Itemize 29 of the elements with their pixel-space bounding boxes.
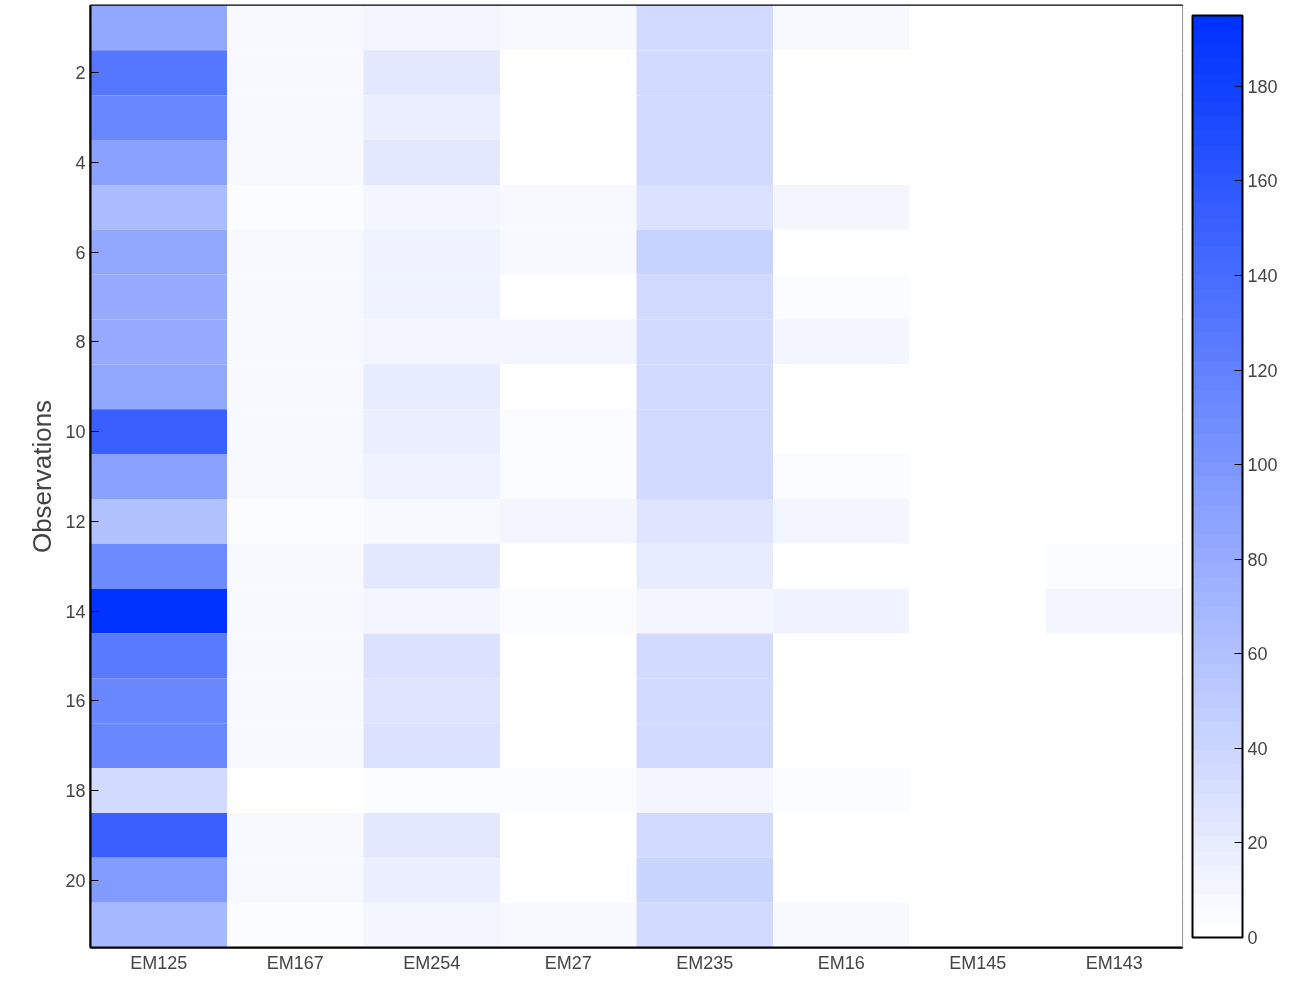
color-bar-label: 60	[1247, 644, 1268, 665]
x-tick-label: EM235	[676, 952, 734, 973]
y-tick-label: 16	[65, 691, 86, 712]
y-tick-label: 18	[65, 781, 86, 801]
y-tick-label: 4	[75, 153, 86, 173]
color-bar-label: 140	[1247, 266, 1278, 287]
y-tick-label: 12	[65, 511, 86, 532]
color-bar-label: 20	[1247, 833, 1268, 854]
x-tick-label: EM125	[130, 952, 188, 973]
y-tick-label: 8	[75, 332, 86, 353]
y-axis-title: Observations	[27, 399, 58, 554]
color-bar-label: 0	[1247, 928, 1258, 948]
x-tick-label: EM143	[1085, 952, 1143, 973]
color-bar-label: 100	[1247, 455, 1278, 476]
x-tick-label: EM145	[949, 952, 1007, 973]
y-tick-label: 20	[65, 870, 86, 891]
color-bar-label: 180	[1247, 76, 1278, 97]
y-tick-label: 10	[65, 422, 86, 443]
y-tick-label: 2	[75, 63, 86, 84]
color-bar-label: 40	[1247, 738, 1268, 759]
x-tick-label: EM167	[266, 952, 324, 973]
color-bar-label: 120	[1247, 360, 1278, 381]
y-tick-label: 6	[75, 242, 86, 263]
x-tick-label: EM27	[544, 952, 592, 973]
y-tick-label: 14	[65, 601, 86, 622]
color-bar-label: 160	[1247, 171, 1278, 192]
color-bar-label: 80	[1247, 549, 1268, 570]
x-tick-label: EM254	[403, 952, 461, 973]
x-tick-label: EM16	[817, 952, 865, 973]
